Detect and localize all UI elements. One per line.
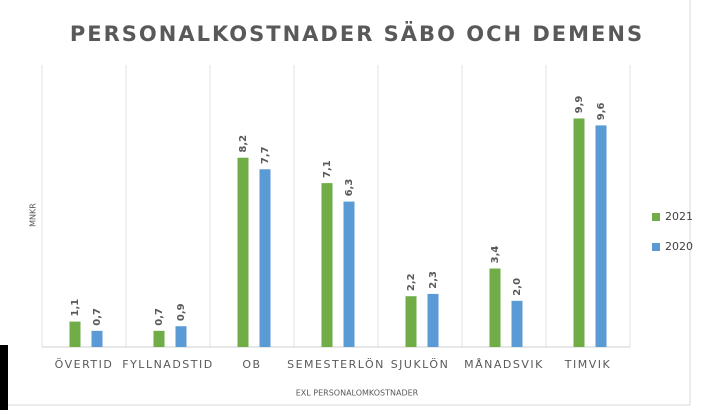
bar <box>153 330 165 347</box>
value-label: 9,9 <box>574 96 585 114</box>
bar <box>69 321 81 347</box>
bar <box>259 169 271 347</box>
value-label: 0,7 <box>154 308 165 326</box>
y-axis-title: MNKR <box>29 203 38 227</box>
corner-block <box>0 345 8 410</box>
x-tick-label: OB <box>242 358 261 371</box>
value-label: 7,1 <box>322 160 333 178</box>
bar <box>321 183 333 347</box>
value-label: 3,4 <box>490 246 501 264</box>
x-tick-label: ÖVERTID <box>55 358 114 371</box>
value-label: 2,3 <box>428 271 439 289</box>
bar <box>489 268 501 347</box>
value-label: 2,2 <box>406 273 417 291</box>
bar <box>427 293 439 347</box>
value-label: 8,2 <box>238 135 249 153</box>
bar <box>595 125 607 348</box>
legend-swatch <box>652 243 660 251</box>
chart-title: PERSONALKOSTNADER SÄBO OCH DEMENS <box>70 21 644 46</box>
value-label: 7,7 <box>260 146 271 164</box>
bar <box>175 326 187 347</box>
legend-swatch <box>652 213 660 221</box>
x-tick-label: MÅNADSVIK <box>464 358 544 371</box>
x-tick-label: SJUKLÖN <box>391 358 450 371</box>
bar <box>91 330 103 347</box>
bar <box>343 201 355 347</box>
bar <box>573 118 585 347</box>
legend-label: 2021 <box>665 210 693 223</box>
x-tick-label: TIMVIK <box>564 358 611 371</box>
x-tick-label: SEMESTERLÖN <box>287 358 385 371</box>
value-label: 0,9 <box>176 303 187 321</box>
legend-label: 2020 <box>665 240 693 253</box>
value-label: 2,0 <box>512 278 523 296</box>
value-label: 9,6 <box>596 103 607 121</box>
value-label: 6,3 <box>344 179 355 197</box>
value-label: 1,1 <box>70 299 81 317</box>
bar <box>511 300 523 347</box>
value-label: 0,7 <box>92 308 103 326</box>
bar <box>405 296 417 347</box>
x-axis-title: EXL PERSONALOMKOSTNADER <box>296 389 419 398</box>
bar <box>237 157 249 347</box>
x-tick-label: FYLLNADSTID <box>122 358 213 371</box>
